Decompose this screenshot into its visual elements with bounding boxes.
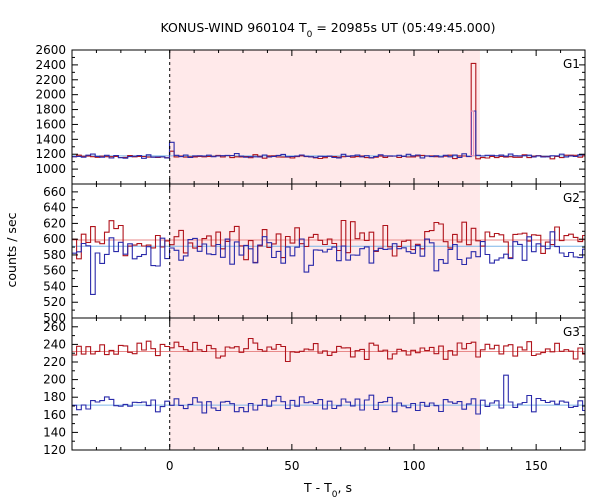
x-tick-label: 150 [525,459,548,473]
panel-label: G1 [563,57,580,71]
y-tick-label: 240 [43,337,66,351]
y-tick-label: 1000 [35,162,66,176]
panel-frame [71,317,586,451]
panel-label: G2 [563,191,580,205]
y-tick-label: 180 [43,390,66,404]
chart-title: KONUS-WIND 960104 T0 = 20985s UT (05:49:… [160,20,495,40]
y-tick-label: 1600 [35,117,66,131]
y-tick-label: 2400 [35,58,66,72]
y-tick-label: 140 [43,425,66,439]
y-tick-label: 260 [43,320,66,334]
series-blue [72,231,585,295]
y-tick-label: 160 [43,408,66,422]
series-blue [72,374,585,415]
y-tick-label: 640 [43,201,66,215]
y-axis-label: counts / sec [4,212,19,287]
y-tick-label: 120 [43,443,66,457]
y-tick-label: 2200 [35,73,66,87]
y-tick-label: 620 [43,216,66,230]
y-tick-label: 1200 [35,147,66,161]
panels: 100012001400160018002000220024002600G150… [35,43,586,473]
y-tick-label: 2000 [35,88,66,102]
y-tick-label: 220 [43,355,66,369]
x-tick-label: 0 [166,459,174,473]
y-tick-label: 560 [43,264,66,278]
x-tick-label: 50 [284,459,299,473]
y-tick-label: 660 [43,185,66,199]
series-red [72,219,585,263]
panel-label: G3 [563,325,580,339]
y-tick-label: 540 [43,279,66,293]
y-tick-label: 600 [43,232,66,246]
x-axis-label: T - T0, s [303,480,352,500]
y-tick-label: 1800 [35,103,66,117]
y-tick-label: 200 [43,373,66,387]
y-tick-label: 520 [43,295,66,309]
y-tick-label: 580 [43,248,66,262]
series-blue [72,110,585,159]
y-tick-label: 1400 [35,132,66,146]
series-red [72,337,585,363]
y-tick-label: 500 [43,311,66,325]
spike-marker [470,110,475,157]
panel-g3: 120 140 160 180 200 220 240 260 G3 [43,317,586,457]
shaded-interval [169,50,480,450]
y-tick-label: 2600 [35,43,66,57]
x-tick-label: 100 [403,459,426,473]
